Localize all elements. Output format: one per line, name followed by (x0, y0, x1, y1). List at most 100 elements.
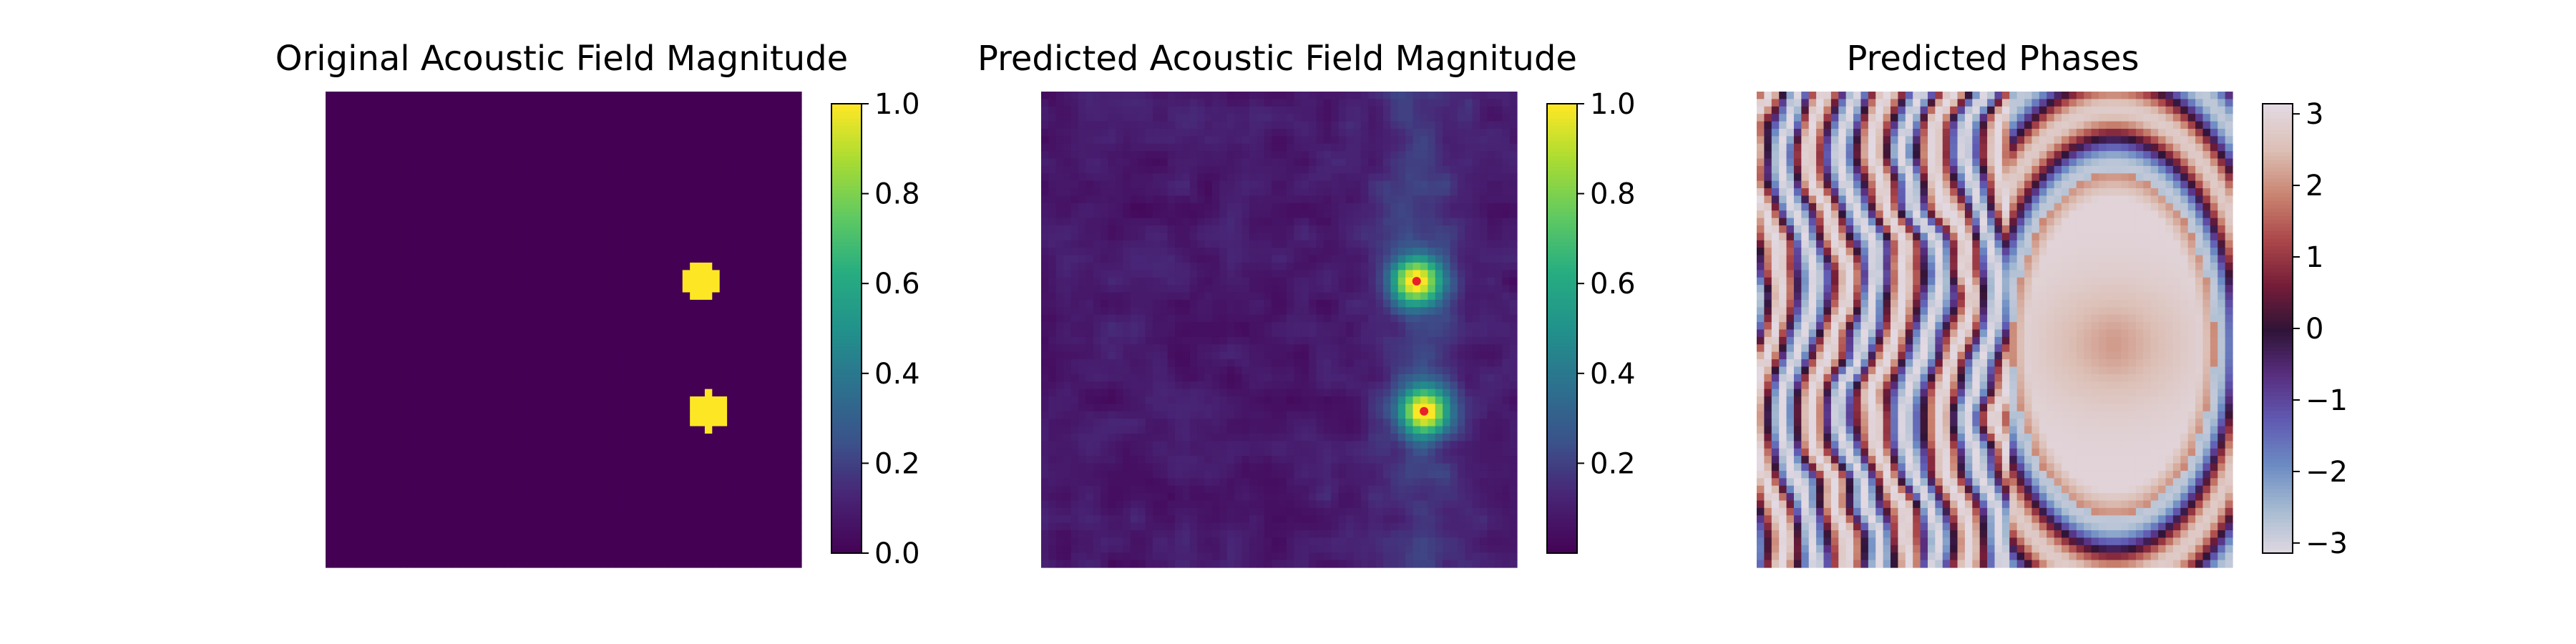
heatmap-cell (704, 262, 713, 270)
heatmap-cell (653, 419, 661, 427)
heatmap-cell (467, 292, 475, 301)
heatmap-cell (585, 151, 594, 160)
heatmap-cell (704, 210, 713, 219)
heatmap-cell (779, 560, 787, 568)
heatmap-cell (593, 322, 602, 331)
heatmap-cell (340, 426, 348, 434)
heatmap-cell (615, 419, 624, 427)
heatmap-cell (704, 233, 713, 241)
heatmap-cell (578, 515, 587, 524)
heatmap-cell (1204, 121, 1213, 130)
heatmap-cell (355, 173, 364, 182)
heatmap-cell (1189, 114, 1198, 122)
heatmap-cell (786, 507, 795, 516)
heatmap-cell (362, 277, 371, 286)
heatmap-cell (749, 515, 758, 524)
heatmap-cell (1420, 121, 1428, 130)
heatmap-cell (682, 329, 691, 338)
heatmap-cell (355, 99, 364, 107)
heatmap-cell (548, 270, 557, 278)
heatmap-cell (779, 299, 787, 308)
heatmap-cell (719, 233, 728, 241)
heatmap-cell (771, 351, 780, 360)
heatmap-cell (638, 158, 646, 167)
heatmap-cell (786, 456, 795, 464)
heatmap-cell (482, 374, 490, 382)
heatmap-cell (690, 195, 698, 204)
heatmap-cell (489, 470, 497, 479)
heatmap-cell (399, 515, 408, 524)
heatmap-cell (1316, 151, 1324, 160)
heatmap-cell (623, 456, 631, 464)
heatmap-cell (1167, 99, 1176, 107)
heatmap-cell (1465, 114, 1473, 122)
heatmap-cell (496, 165, 504, 174)
colorbar-segment (831, 396, 862, 401)
heatmap-cell (556, 158, 565, 167)
heatmap-cell (638, 165, 646, 174)
heatmap-cell (474, 441, 482, 449)
heatmap-cell (511, 411, 519, 419)
heatmap-cell (690, 552, 698, 561)
heatmap-cell (377, 106, 386, 114)
heatmap-cell (593, 151, 602, 160)
heatmap-cell (436, 404, 445, 412)
heatmap-cell (608, 188, 616, 197)
heatmap-cell (653, 225, 661, 234)
heatmap-cell (1353, 92, 1362, 99)
heatmap-cell (697, 485, 706, 494)
heatmap-cell (326, 448, 333, 457)
heatmap-cell (519, 329, 527, 338)
heatmap-cell (414, 210, 423, 219)
heatmap-cell (764, 329, 773, 338)
heatmap-cell (489, 173, 497, 182)
heatmap-cell (377, 441, 386, 449)
heatmap-cell (690, 493, 698, 502)
heatmap-cell (1428, 128, 1436, 137)
heatmap-cell (570, 307, 579, 316)
heatmap-cell (474, 136, 482, 145)
colorbar-segment (831, 186, 862, 190)
colorbar-segment (831, 250, 862, 254)
heatmap-cell (563, 322, 572, 331)
heatmap-cell (638, 530, 646, 539)
heatmap-cell (749, 552, 758, 561)
heatmap-cell (474, 92, 482, 99)
heatmap-cell (630, 404, 639, 412)
heatmap-cell (593, 530, 602, 539)
heatmap-cell (348, 470, 356, 479)
heatmap-cell (504, 329, 512, 338)
heatmap-cell (541, 426, 550, 434)
heatmap-cell (1182, 128, 1191, 137)
heatmap-cell (1457, 158, 1465, 167)
heatmap-cell (533, 262, 542, 270)
heatmap-cell (1405, 121, 1414, 130)
heatmap-cell (675, 270, 683, 278)
heatmap-cell (1241, 173, 1250, 182)
heatmap-cell (348, 441, 356, 449)
heatmap-cell (690, 114, 698, 122)
heatmap-cell (436, 151, 445, 160)
heatmap-cell (392, 344, 401, 353)
heatmap-cell (667, 344, 675, 353)
heatmap-cell (467, 552, 475, 561)
heatmap-cell (1264, 136, 1272, 145)
heatmap-cell (1101, 151, 1109, 160)
heatmap-cell (667, 277, 675, 286)
heatmap-cell (326, 389, 333, 397)
heatmap-cell (414, 351, 423, 360)
heatmap-cell (719, 248, 728, 256)
heatmap-cell (719, 433, 728, 441)
heatmap-cell (362, 314, 371, 323)
heatmap-cell (340, 218, 348, 226)
heatmap-cell (1234, 165, 1243, 174)
heatmap-cell (452, 456, 460, 464)
heatmap-cell (414, 240, 423, 248)
heatmap-cell (712, 114, 721, 122)
heatmap-cell (362, 411, 371, 419)
heatmap-cell (1145, 106, 1153, 114)
heatmap-cell (452, 500, 460, 509)
heatmap-cell (496, 507, 504, 516)
heatmap-cell (667, 552, 675, 561)
heatmap-cell (541, 292, 550, 301)
